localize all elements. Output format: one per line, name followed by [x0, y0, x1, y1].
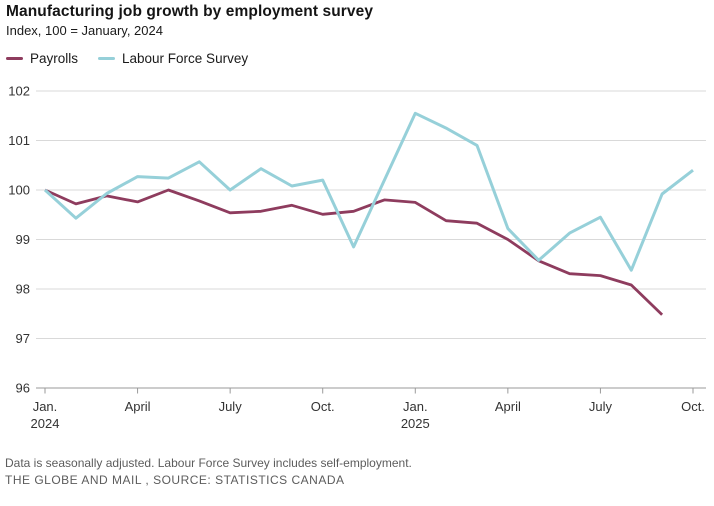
- line-chart: 96 97 98 99 100 101 102 Jan. 2024 April July Oct. Ja…: [8, 84, 706, 431]
- labour-force-survey-line-swatch-icon: [98, 56, 116, 61]
- x-axis-year-label: 2025: [401, 416, 430, 431]
- y-axis-tick-label: 100: [8, 183, 30, 198]
- legend-label-payrolls: Payrolls: [30, 51, 79, 66]
- y-axis-tick-label: 101: [8, 133, 30, 148]
- legend-item-payrolls: Payrolls: [6, 51, 78, 66]
- x-axis-tick-label: Oct.: [311, 399, 335, 414]
- chart-title: Manufacturing job growth by employment s…: [6, 3, 374, 20]
- x-axis-tick-label: July: [589, 399, 613, 414]
- y-axis-tick-label: 98: [16, 282, 30, 297]
- y-axis-tick-label: 102: [8, 84, 30, 99]
- x-axis-tick-label: April: [125, 399, 151, 414]
- x-axis-tick-label: Oct.: [681, 399, 705, 414]
- legend-label-labour-force-survey: Labour Force Survey: [122, 51, 249, 66]
- x-axis-tick-label: July: [219, 399, 243, 414]
- y-axis-tick-label: 97: [16, 331, 30, 346]
- y-axis-tick-label: 99: [16, 232, 30, 247]
- series-line-payrolls: [44, 188, 664, 316]
- legend-item-labour-force-survey: Labour Force Survey: [98, 51, 248, 66]
- x-axis-tick-label: Jan.: [403, 399, 428, 414]
- y-axis-tick-label: 96: [16, 381, 30, 396]
- payrolls-line-swatch-icon: [6, 56, 23, 61]
- x-axis-tick-label: Jan.: [33, 399, 58, 414]
- chart-legend: Payrolls Labour Force Survey: [6, 51, 248, 66]
- x-axis-year-label: 2024: [31, 416, 60, 431]
- chart-subtitle: Index, 100 = January, 2024: [6, 23, 163, 38]
- source-credit: THE GLOBE AND MAIL , SOURCE: STATISTICS …: [5, 473, 345, 487]
- x-axis-tick-label: April: [495, 399, 521, 414]
- series-line-labour-force-survey: [43, 111, 694, 272]
- chart-footnote: Data is seasonally adjusted. Labour Forc…: [5, 456, 412, 470]
